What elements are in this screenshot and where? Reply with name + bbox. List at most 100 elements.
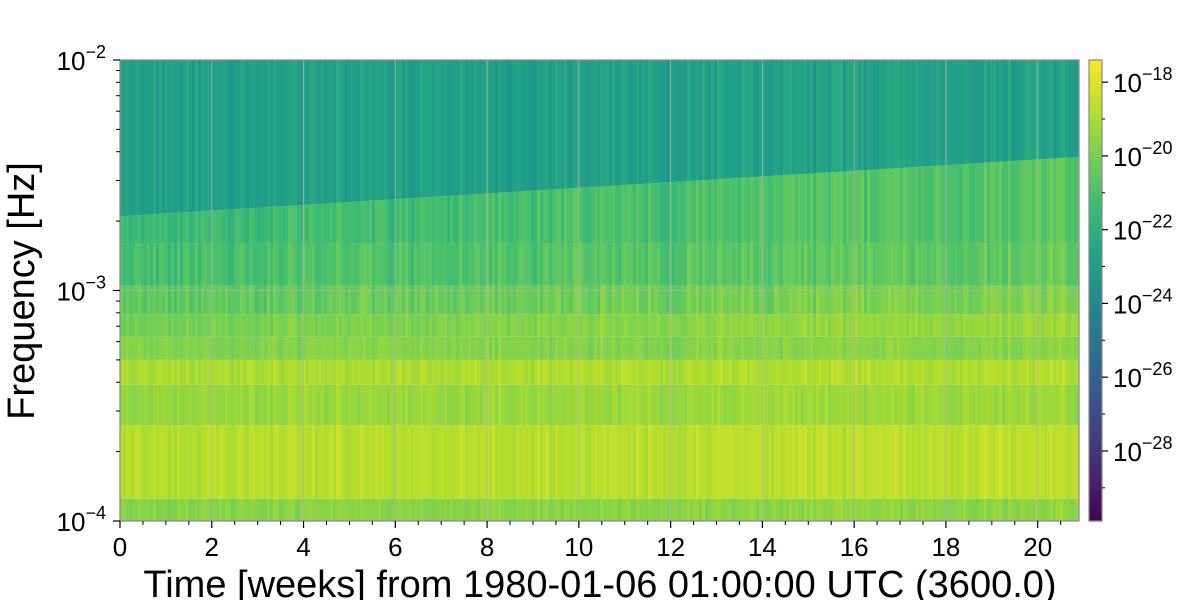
- heatmap-cell: [783, 314, 786, 337]
- heatmap-cell: [924, 498, 927, 521]
- heatmap-cell: [591, 425, 594, 499]
- heatmap-cell: [798, 336, 801, 360]
- heatmap-cell: [588, 498, 591, 521]
- heatmap-cell: [939, 285, 942, 315]
- heatmap-cell: [834, 384, 837, 426]
- heatmap-cell: [282, 359, 285, 385]
- heatmap-cell: [573, 188, 576, 244]
- heatmap-cell: [579, 359, 582, 385]
- heatmap-cell: [207, 60, 210, 211]
- heatmap-cell: [426, 314, 429, 337]
- heatmap-cell: [690, 314, 693, 337]
- heatmap-cell: [195, 425, 198, 499]
- heatmap-cell: [804, 336, 807, 360]
- heatmap-cell: [837, 171, 840, 244]
- heatmap-cell: [315, 336, 318, 360]
- heatmap-cell: [684, 314, 687, 337]
- colorbar-segment: [1089, 317, 1102, 322]
- heatmap-cell: [678, 60, 681, 182]
- heatmap-cell: [390, 199, 393, 244]
- heatmap-cell: [624, 425, 627, 499]
- heatmap-cell: [993, 359, 996, 385]
- heatmap-cell: [255, 498, 258, 521]
- heatmap-cell: [333, 425, 336, 499]
- heatmap-cell: [144, 214, 147, 244]
- heatmap-cell: [444, 196, 447, 244]
- heatmap-cell: [378, 243, 381, 286]
- heatmap-cell: [1044, 60, 1047, 160]
- heatmap-cell: [642, 384, 645, 426]
- heatmap-cell: [978, 359, 981, 385]
- heatmap-cell: [642, 359, 645, 385]
- heatmap-cell: [645, 498, 648, 521]
- heatmap-cell: [699, 243, 702, 286]
- heatmap-cell: [171, 243, 174, 286]
- heatmap-cell: [492, 285, 495, 315]
- heatmap-cell: [624, 384, 627, 426]
- heatmap-cell: [396, 384, 399, 426]
- heatmap-cell: [378, 314, 381, 337]
- heatmap-cell: [906, 384, 909, 426]
- colorbar-segment: [1089, 159, 1102, 165]
- heatmap-cell: [789, 285, 792, 315]
- heatmap-cell: [435, 359, 438, 385]
- heatmap-cell: [963, 285, 966, 315]
- heatmap-cell: [153, 60, 156, 215]
- heatmap-cell: [573, 336, 576, 360]
- heatmap-cell: [372, 425, 375, 499]
- heatmap-cell: [1035, 243, 1038, 286]
- heatmap-cell: [609, 285, 612, 315]
- heatmap-cell: [519, 60, 522, 192]
- colorbar-segment: [1089, 375, 1102, 380]
- heatmap-cell: [1002, 384, 1005, 426]
- colorbar-segment: [1089, 359, 1102, 365]
- heatmap-cell: [519, 359, 522, 385]
- heatmap-cell: [975, 314, 978, 337]
- heatmap-cell: [573, 498, 576, 521]
- heatmap-cell: [486, 243, 489, 286]
- heatmap-cell: [228, 498, 231, 521]
- colorbar-segment: [1089, 102, 1102, 107]
- heatmap-cell: [702, 498, 705, 521]
- heatmap-cell: [1041, 60, 1044, 160]
- heatmap-cell: [582, 60, 585, 188]
- heatmap-cell: [402, 384, 405, 426]
- heatmap-cell: [894, 384, 897, 426]
- heatmap-cell: [447, 425, 450, 499]
- heatmap-cell: [891, 285, 894, 315]
- heatmap-cell: [939, 243, 942, 286]
- heatmap-cell: [186, 425, 189, 499]
- heatmap-cell: [1077, 243, 1079, 286]
- heatmap-cell: [759, 285, 762, 315]
- heatmap-cell: [384, 199, 387, 244]
- heatmap-cell: [612, 498, 615, 521]
- heatmap-cell: [495, 193, 498, 244]
- heatmap-cell: [741, 336, 744, 360]
- heatmap-cell: [321, 285, 324, 315]
- heatmap-cell: [360, 498, 363, 521]
- heatmap-cell: [498, 60, 501, 193]
- heatmap-cell: [714, 285, 717, 315]
- heatmap-cell: [585, 384, 588, 426]
- heatmap-cell: [183, 425, 186, 499]
- heatmap-cell: [711, 425, 714, 499]
- heatmap-cell: [627, 359, 630, 385]
- heatmap-cell: [279, 359, 282, 385]
- heatmap-cell: [906, 336, 909, 360]
- heatmap-cell: [186, 336, 189, 360]
- colorbar-segment: [1089, 163, 1102, 169]
- heatmap-cell: [1005, 359, 1008, 385]
- heatmap-cell: [990, 162, 993, 244]
- heatmap-cell: [927, 314, 930, 337]
- heatmap-cell: [879, 285, 882, 315]
- heatmap-cell: [732, 60, 735, 179]
- heatmap-cell: [864, 314, 867, 337]
- heatmap-cell: [957, 384, 960, 426]
- heatmap-cell: [996, 498, 999, 521]
- heatmap-cell: [978, 285, 981, 315]
- heatmap-cell: [543, 384, 546, 426]
- heatmap-cell: [504, 314, 507, 337]
- heatmap-cell: [855, 425, 858, 499]
- heatmap-cell: [561, 498, 564, 521]
- heatmap-cell: [513, 285, 516, 315]
